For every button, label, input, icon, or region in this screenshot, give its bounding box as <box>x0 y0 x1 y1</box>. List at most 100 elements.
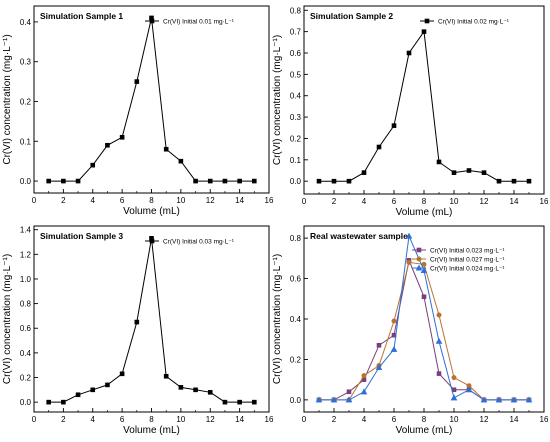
data-point <box>330 396 338 403</box>
data-point <box>466 168 472 173</box>
data-point <box>119 134 125 140</box>
data-point <box>90 162 96 168</box>
data-point <box>178 158 184 164</box>
data-point <box>345 396 353 403</box>
data-point <box>390 345 398 352</box>
y-axis-label: Cr(VI) concentration (mg·L⁻¹) <box>2 254 13 384</box>
plot-frame <box>303 225 545 413</box>
x-tick-label: 4 <box>362 197 367 206</box>
x-tick-label: 4 <box>91 196 96 205</box>
legend-marker <box>416 256 422 262</box>
x-tick-label: 10 <box>450 415 459 424</box>
legend-marker <box>149 238 155 244</box>
data-point <box>134 319 140 325</box>
x-tick-label: 14 <box>510 197 519 206</box>
y-tick-label: 0.6 <box>290 49 302 58</box>
plot-frame <box>33 225 270 413</box>
data-point <box>511 178 517 184</box>
data-point <box>75 392 81 398</box>
y-tick-label: 0.8 <box>290 6 302 15</box>
data-point <box>193 387 198 393</box>
x-axis-label: Volume (mL) <box>396 207 453 218</box>
data-point <box>361 170 367 175</box>
chart-panel-4: 0 2 4 6 8 10 12 14 16 0.0 0.2 0.4 0.6 0.8 Volume (mL) C… <box>272 225 549 436</box>
data-point <box>222 178 228 184</box>
data-point <box>450 394 458 401</box>
x-tick-label: 12 <box>480 197 489 206</box>
chart-title: Simulation Sample 1 <box>40 11 123 21</box>
y-tick-label: 0.8 <box>290 234 302 243</box>
data-point <box>436 159 442 165</box>
x-tick-label: 0 <box>32 196 37 205</box>
data-point <box>526 178 532 184</box>
data-point <box>316 178 322 184</box>
series-line-1 <box>319 258 529 401</box>
legend: Cr(VI) Initial 0.01 mg·L⁻¹ <box>145 18 235 25</box>
data-point <box>481 170 487 175</box>
x-tick-label: 6 <box>392 197 397 206</box>
x-tick-label: 8 <box>149 415 154 424</box>
data-point <box>331 178 337 184</box>
x-tick-label: 4 <box>91 415 96 424</box>
data-point <box>207 178 213 184</box>
x-tick-label: 4 <box>362 415 367 424</box>
data-point <box>361 373 367 379</box>
x-axis-label: Volume (mL) <box>123 425 180 436</box>
data-point <box>465 386 473 393</box>
data-point <box>315 396 323 403</box>
data-point <box>346 389 352 395</box>
y-tick-label: 1.4 <box>20 226 32 235</box>
y-tick-label: 0.2 <box>20 97 32 106</box>
chart-panel-3: 0 2 4 6 8 10 12 14 16 0.0 0.2 0.4 0.6 0.8 1.0 1.2 1.4 Vol… <box>2 225 274 436</box>
data-point <box>105 382 110 388</box>
y-tick-label: 0.4 <box>290 315 302 324</box>
chart-title: Real wastewater sample <box>310 231 408 241</box>
data-point <box>391 123 397 128</box>
legend: Cr(VI) Initial 0.023 mg·L⁻¹ Cr(VI) Initia… <box>412 247 505 272</box>
data-point <box>451 375 457 381</box>
data-point <box>222 399 228 405</box>
data-point <box>61 399 66 405</box>
data-point <box>105 142 110 148</box>
y-tick-label: 0.2 <box>290 134 302 143</box>
data-point <box>360 388 368 395</box>
chart-panel-2: 0 2 4 6 8 10 12 14 16 0.0 0.1 0.2 0.3 0.4 0.5 0.6 0.7 0.8… <box>272 5 549 218</box>
y-tick-label: 0.5 <box>290 70 302 79</box>
x-tick-label: 2 <box>332 415 337 424</box>
x-tick-label: 8 <box>149 196 154 205</box>
y-tick-label: 0.4 <box>290 92 302 101</box>
y-tick-label: 1.2 <box>20 250 32 259</box>
y-tick-label: 0.2 <box>20 374 32 383</box>
data-point <box>252 178 257 184</box>
data-point <box>46 178 51 184</box>
y-tick-label: 0.3 <box>20 58 32 67</box>
y-tick-label: 0.6 <box>290 275 302 284</box>
y-tick-label: 0.4 <box>20 349 32 358</box>
legend: Cr(VI) Initial 0.03 mg·L⁻¹ <box>145 238 235 245</box>
x-tick-label: 10 <box>176 415 185 424</box>
data-point <box>178 385 184 390</box>
data-point <box>163 146 169 152</box>
data-point <box>480 396 488 403</box>
data-point <box>61 178 66 184</box>
data-point <box>376 144 382 150</box>
data-point <box>510 396 518 403</box>
x-tick-label: 6 <box>392 415 397 424</box>
x-tick-label: 6 <box>120 415 125 424</box>
y-tick-label: 0.1 <box>290 156 302 165</box>
y-tick-label: 0.2 <box>290 355 302 364</box>
data-point <box>451 170 457 175</box>
data-point <box>525 396 533 403</box>
series-line-2 <box>319 261 529 401</box>
legend-label: Cr(VI) Initial 0.02 mg·L⁻¹ <box>438 18 510 25</box>
data-point <box>207 389 213 395</box>
data-point <box>346 178 352 184</box>
x-tick-label: 14 <box>235 415 244 424</box>
legend: Cr(VI) Initial 0.02 mg·L⁻¹ <box>420 18 510 25</box>
y-tick-label: 0.0 <box>20 177 32 186</box>
data-point <box>193 178 198 184</box>
y-tick-label: 0.6 <box>20 324 32 333</box>
y-tick-label: 0.0 <box>20 398 32 407</box>
data-point <box>420 267 428 274</box>
